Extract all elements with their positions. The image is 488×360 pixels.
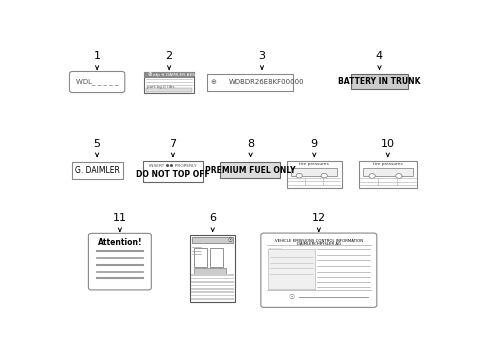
Bar (358, 161, 417, 188)
Text: WDBDR26E8KF00000: WDBDR26E8KF00000 (228, 79, 304, 85)
Text: 7: 7 (169, 139, 176, 149)
Text: G. DAIMLER: G. DAIMLER (75, 166, 120, 175)
Bar (192, 237, 233, 243)
Text: port kg || (lbs: port kg || (lbs (146, 85, 174, 89)
Text: 12: 12 (311, 213, 325, 223)
Bar (191, 295, 233, 296)
Bar (193, 268, 225, 274)
Bar (191, 278, 233, 279)
Text: 4: 4 (375, 51, 382, 61)
Bar (146, 88, 191, 92)
Bar (267, 248, 314, 289)
Text: tire pressures: tire pressures (299, 162, 328, 166)
Text: 8: 8 (246, 139, 254, 149)
Bar (191, 274, 233, 276)
Bar (209, 248, 223, 267)
FancyBboxPatch shape (88, 233, 151, 290)
Text: 2: 2 (165, 51, 172, 61)
Text: ⊗: ⊗ (147, 72, 152, 77)
Text: ☉: ☉ (287, 294, 294, 300)
Text: 1: 1 (93, 51, 101, 61)
Bar (220, 162, 280, 179)
Circle shape (368, 174, 375, 178)
Text: ________: ________ (268, 245, 282, 249)
Text: DAIMLERCHRYSLER AG: DAIMLERCHRYSLER AG (296, 242, 340, 246)
Text: DO NOT TOP OFF: DO NOT TOP OFF (136, 170, 209, 179)
Circle shape (395, 174, 401, 178)
Text: 11: 11 (113, 213, 126, 223)
Bar (191, 292, 233, 293)
Text: afp ft DAIMLER-BENZ: afp ft DAIMLER-BENZ (153, 73, 198, 77)
Bar (191, 281, 233, 283)
Bar (206, 74, 293, 91)
Circle shape (321, 174, 326, 178)
Bar (191, 285, 233, 286)
Bar (72, 162, 122, 179)
Bar (142, 161, 203, 182)
FancyBboxPatch shape (260, 233, 376, 307)
Text: INSERT ●● PROPERLY: INSERT ●● PROPERLY (149, 164, 196, 168)
Bar (286, 161, 341, 188)
Text: 6: 6 (209, 213, 216, 223)
Bar (189, 235, 235, 302)
Text: 5: 5 (93, 139, 101, 149)
Text: tire pressures: tire pressures (372, 162, 402, 166)
Bar (350, 74, 407, 90)
Bar (191, 288, 233, 289)
Text: WDL_ _ _ _ _: WDL_ _ _ _ _ (76, 78, 118, 85)
Bar (290, 167, 337, 176)
Bar (191, 298, 233, 300)
FancyBboxPatch shape (69, 72, 124, 93)
Text: 3: 3 (258, 51, 265, 61)
Bar (193, 248, 207, 267)
Bar (144, 72, 193, 93)
Text: PREMIUM FUEL ONLY: PREMIUM FUEL ONLY (204, 166, 295, 175)
Text: 10: 10 (380, 139, 394, 149)
Text: ⊕: ⊕ (210, 79, 216, 85)
Bar (144, 72, 193, 77)
Text: Attention!: Attention! (97, 238, 142, 247)
Text: 9: 9 (310, 139, 317, 149)
Circle shape (296, 174, 302, 178)
Bar (363, 168, 412, 176)
Text: VEHICLE EMISSIONS CONTROL INFORMATION: VEHICLE EMISSIONS CONTROL INFORMATION (274, 239, 362, 243)
Text: BATTERY IN TRUNK: BATTERY IN TRUNK (338, 77, 420, 86)
Text: ☉: ☉ (227, 238, 232, 243)
